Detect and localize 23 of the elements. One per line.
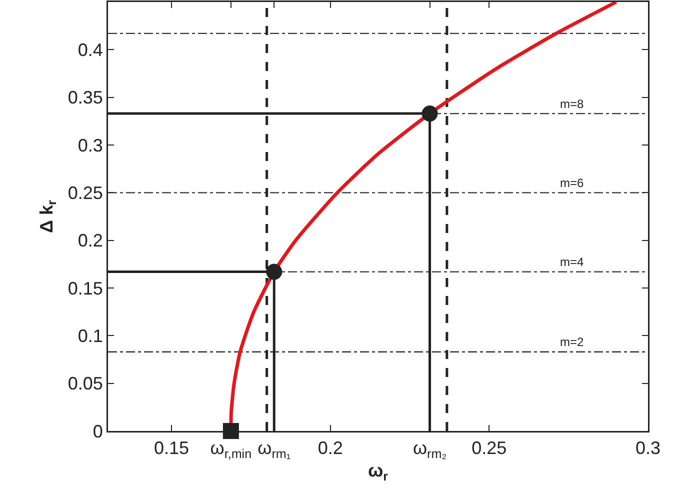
y-tick-label: 0 xyxy=(92,421,103,442)
y-tick-label: 0.35 xyxy=(68,88,103,108)
x-tick-label: 0.15 xyxy=(154,438,190,458)
annotation: m=8 xyxy=(560,97,584,111)
y-tick-label: 0.2 xyxy=(78,230,103,251)
point xyxy=(266,264,282,280)
y-tick-label: 0.3 xyxy=(78,135,103,156)
x-tick-label: 0.3 xyxy=(635,438,661,458)
annotation: m=2 xyxy=(560,335,584,349)
x-tick-label: 0.25 xyxy=(472,438,507,458)
x-tick-label: ω$_{rm₂}$ xyxy=(412,438,447,461)
y-tick-label: 0.25 xyxy=(68,182,103,203)
y-tick-label: 0.05 xyxy=(68,374,103,394)
y-tick-label: 0.1 xyxy=(78,326,103,346)
point xyxy=(422,106,438,122)
x-axis-title: ω$_{r}$ xyxy=(368,460,388,484)
annotation: m=6 xyxy=(560,176,584,190)
x-tick-label: 0.2 xyxy=(318,438,343,458)
x-tick-label: ω$_{rm₁}$ xyxy=(258,438,291,461)
y-tick-label: 0.15 xyxy=(68,278,103,298)
y-tick-label: 0.4 xyxy=(78,40,103,60)
annotation: m=4 xyxy=(560,255,584,269)
x-tick-label: ω$_{r,min}$ xyxy=(210,438,252,461)
